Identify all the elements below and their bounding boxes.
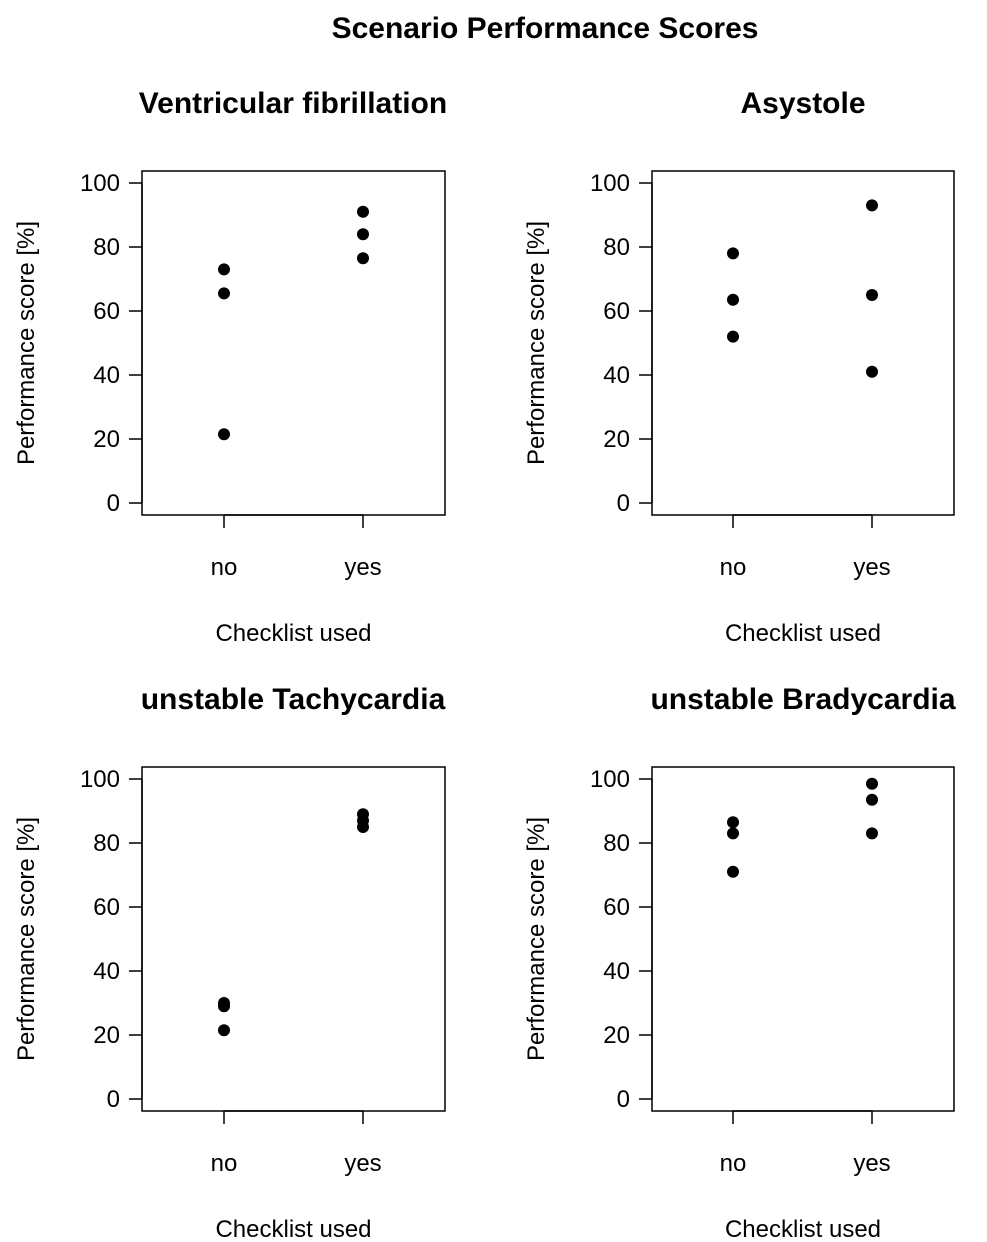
x-tick-label: yes <box>344 1150 381 1177</box>
y-tick-label: 80 <box>93 234 120 261</box>
y-tick-label: 40 <box>93 362 120 389</box>
data-point <box>866 289 878 301</box>
x-tick-label: no <box>720 554 747 581</box>
y-tick-label: 20 <box>603 426 630 453</box>
data-point <box>727 330 739 343</box>
y-tick-label: 0 <box>107 490 120 517</box>
x-tick-label: yes <box>853 554 890 581</box>
panel-title: Ventricular fibrillation <box>139 87 447 120</box>
data-point <box>727 247 739 260</box>
data-point <box>218 287 230 300</box>
y-tick-label: 0 <box>617 490 630 517</box>
data-point <box>866 793 878 806</box>
panels: Ventricular fibrillation 0 20 40 60 80 100 no ye… <box>13 87 956 1242</box>
y-tick-label: 60 <box>93 894 120 921</box>
x-axis-label: Checklist used <box>725 1216 881 1242</box>
data-point <box>218 1024 230 1037</box>
y-tick-label: 20 <box>93 1022 120 1049</box>
data-point <box>727 293 739 306</box>
y-tick-label: 0 <box>107 1086 120 1113</box>
y-tick-label: 100 <box>590 766 630 793</box>
plot-frame <box>141 766 446 1112</box>
y-tick-label: 60 <box>93 298 120 325</box>
panel-0: Ventricular fibrillation 0 20 40 60 80 100 no ye… <box>13 87 447 647</box>
panel-title: unstable Bradycardia <box>650 683 955 716</box>
y-tick-label: 20 <box>93 426 120 453</box>
data-point <box>866 199 878 212</box>
y-tick-label: 100 <box>80 170 120 197</box>
y-tick-label: 40 <box>603 362 630 389</box>
panel-1: Asystole 0 20 40 60 80 100 no yes Checklist used P… <box>523 87 955 647</box>
x-tick-label: no <box>211 554 238 581</box>
y-tick-label: 60 <box>603 298 630 325</box>
y-tick-label: 80 <box>603 234 630 261</box>
data-point <box>866 777 878 790</box>
x-axis-label: Checklist used <box>215 620 371 647</box>
x-axis-label: Checklist used <box>215 1216 371 1242</box>
data-point <box>357 205 369 218</box>
x-tick-label: no <box>211 1150 238 1177</box>
y-axis-label: Performance score [%] <box>13 221 40 465</box>
x-axis-label: Checklist used <box>725 620 881 647</box>
data-point <box>218 263 230 276</box>
y-tick-label: 80 <box>93 830 120 857</box>
data-point <box>357 821 369 833</box>
data-point <box>866 365 878 378</box>
data-point <box>218 428 230 441</box>
panel-2: unstable Tachycardia 0 20 40 60 80 100 no yes Che… <box>13 683 446 1242</box>
figure-title: Scenario Performance Scores <box>332 12 759 45</box>
plot-frame <box>651 766 955 1112</box>
panel-title: Asystole <box>740 87 865 120</box>
data-point <box>727 827 739 840</box>
plot-frame <box>651 170 955 516</box>
data-point <box>357 252 369 265</box>
y-tick-label: 80 <box>603 830 630 857</box>
x-tick-label: yes <box>853 1150 890 1177</box>
x-tick-label: yes <box>344 554 381 581</box>
y-tick-label: 100 <box>590 170 630 197</box>
data-point <box>357 228 369 241</box>
panel-title: unstable Tachycardia <box>141 683 446 716</box>
plot-frame <box>141 170 446 516</box>
y-tick-label: 60 <box>603 894 630 921</box>
y-tick-label: 40 <box>93 958 120 985</box>
data-point <box>866 827 878 840</box>
y-tick-label: 40 <box>603 958 630 985</box>
panel-3: unstable Bradycardia 0 20 40 60 80 100 no yes Che… <box>523 683 956 1242</box>
data-point <box>727 865 739 878</box>
y-tick-label: 0 <box>617 1086 630 1113</box>
y-axis-label: Performance score [%] <box>523 817 550 1061</box>
y-axis-label: Performance score [%] <box>13 817 40 1061</box>
y-axis-label: Performance score [%] <box>523 221 550 465</box>
data-point <box>727 816 739 829</box>
x-tick-label: no <box>720 1150 747 1177</box>
y-tick-label: 20 <box>603 1022 630 1049</box>
data-point <box>218 1000 230 1013</box>
y-tick-label: 100 <box>80 766 120 793</box>
